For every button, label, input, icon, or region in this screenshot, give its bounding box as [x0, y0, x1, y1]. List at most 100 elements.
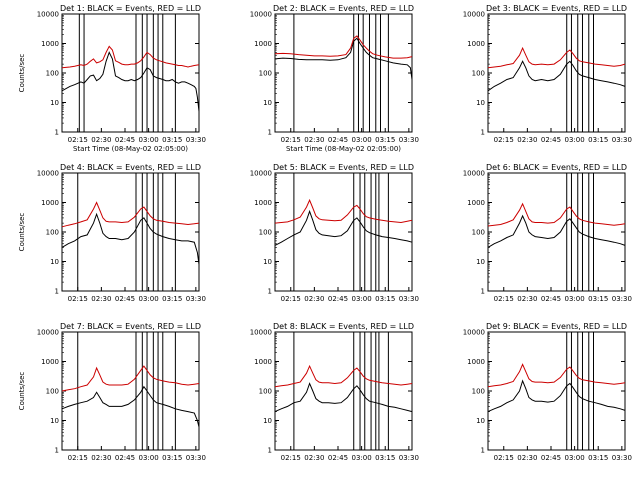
x-tick-label: 03:15 — [588, 136, 608, 144]
y-tick-label: 1000 — [467, 199, 485, 207]
detector-panel-1: Det 1: BLACK = Events, RED = LLD 1 10 100 10… — [18, 4, 206, 153]
x-tick-label: 02:30 — [304, 136, 324, 144]
y-tick-label: 10000 — [463, 170, 485, 178]
x-tick-label: 03:30 — [612, 295, 632, 303]
plot-frame — [274, 331, 413, 451]
x-tick-label: 03:15 — [588, 295, 608, 303]
y-tick-label: 1 — [268, 288, 272, 296]
x-tick-label: 02:45 — [115, 454, 135, 462]
x-tick-label: 02:45 — [541, 454, 561, 462]
x-tick-label: 02:45 — [541, 136, 561, 144]
y-axis-label: Counts/sec — [18, 372, 26, 411]
y-tick-label: 100 — [46, 70, 59, 78]
x-tick-label: 03:30 — [399, 454, 419, 462]
y-tick-label: 10 — [263, 258, 272, 266]
x-tick-label: 03:00 — [565, 295, 585, 303]
detector-panel-2: Det 2: BLACK = Events, RED = LLD 1 10 100 10… — [250, 4, 419, 153]
x-tick-label: 03:00 — [139, 136, 159, 144]
y-tick-label: 10 — [50, 258, 59, 266]
x-axis-label: Start Time (08-May-02 02:05:00) — [73, 145, 188, 153]
panel-title: Det 1: BLACK = Events, RED = LLD — [60, 4, 201, 13]
y-tick-label: 1 — [481, 129, 485, 137]
y-tick-label: 10 — [476, 99, 485, 107]
series-lld-line — [274, 198, 413, 224]
y-tick-label: 10000 — [463, 329, 485, 337]
detector-panel-7: Det 7: BLACK = Events, RED = LLD 1 10 100 10… — [18, 322, 206, 462]
y-tick-label: 1000 — [254, 40, 272, 48]
x-tick-label: 03:30 — [399, 295, 419, 303]
panel-title: Det 4: BLACK = Events, RED = LLD — [60, 163, 201, 172]
y-tick-label: 1000 — [41, 358, 59, 366]
y-tick-label: 1000 — [467, 358, 485, 366]
y-tick-label: 1 — [55, 447, 59, 455]
x-tick-label: 02:15 — [494, 295, 514, 303]
x-tick-label: 02:45 — [328, 136, 348, 144]
plot-frame — [274, 172, 413, 292]
series-events-line — [61, 385, 200, 428]
x-tick-label: 02:45 — [115, 136, 135, 144]
detector-panel-6: Det 6: BLACK = Events, RED = LLD 1 10 100 10… — [463, 163, 632, 303]
detector-panel-8: Det 8: BLACK = Events, RED = LLD 1 10 100 10… — [250, 322, 419, 462]
y-tick-label: 1000 — [41, 199, 59, 207]
x-tick-label: 03:15 — [162, 454, 182, 462]
y-tick-label: 10000 — [250, 11, 272, 19]
series-events-line — [487, 60, 626, 92]
series-events-line — [274, 209, 413, 246]
x-tick-label: 03:00 — [139, 295, 159, 303]
panel-title: Det 7: BLACK = Events, RED = LLD — [60, 322, 201, 331]
series-events-line — [61, 51, 200, 112]
panel-title: Det 6: BLACK = Events, RED = LLD — [486, 163, 627, 172]
x-tick-label: 02:30 — [91, 454, 111, 462]
x-tick-label: 02:30 — [517, 454, 537, 462]
x-tick-label: 03:00 — [352, 295, 372, 303]
detector-panel-3: Det 3: BLACK = Events, RED = LLD 1 10 100 10… — [463, 4, 632, 144]
x-tick-label: 02:15 — [68, 136, 88, 144]
x-tick-label: 03:15 — [162, 136, 182, 144]
panel-title: Det 5: BLACK = Events, RED = LLD — [273, 163, 414, 172]
series-lld-line — [274, 35, 413, 59]
x-tick-label: 03:15 — [375, 136, 395, 144]
y-tick-label: 10000 — [250, 170, 272, 178]
y-tick-label: 10000 — [37, 170, 59, 178]
x-tick-label: 02:30 — [517, 136, 537, 144]
y-tick-label: 100 — [472, 70, 485, 78]
x-tick-label: 03:15 — [162, 295, 182, 303]
series-events-line — [61, 212, 200, 265]
panel-title: Det 9: BLACK = Events, RED = LLD — [486, 322, 627, 331]
y-tick-label: 10000 — [37, 329, 59, 337]
x-tick-label: 03:00 — [565, 454, 585, 462]
panel-title: Det 8: BLACK = Events, RED = LLD — [273, 322, 414, 331]
panel-title: Det 3: BLACK = Events, RED = LLD — [486, 4, 627, 13]
y-tick-label: 10 — [263, 417, 272, 425]
y-tick-label: 1 — [481, 447, 485, 455]
y-tick-label: 1 — [481, 288, 485, 296]
x-tick-label: 02:15 — [68, 295, 88, 303]
y-tick-label: 10000 — [37, 11, 59, 19]
x-tick-label: 03:00 — [139, 454, 159, 462]
x-tick-label: 03:15 — [588, 454, 608, 462]
panel-title: Det 2: BLACK = Events, RED = LLD — [273, 4, 414, 13]
y-tick-label: 10 — [50, 99, 59, 107]
plot-frame — [487, 172, 626, 292]
series-events-line — [274, 37, 413, 80]
plot-frame — [61, 13, 200, 133]
y-tick-label: 1 — [268, 129, 272, 137]
y-tick-label: 1 — [55, 129, 59, 137]
x-tick-label: 02:45 — [115, 295, 135, 303]
x-tick-label: 02:15 — [494, 454, 514, 462]
series-lld-line — [487, 363, 626, 388]
y-tick-label: 1000 — [254, 358, 272, 366]
x-axis-label: Start Time (08-May-02 02:05:00) — [286, 145, 401, 153]
x-tick-label: 03:30 — [186, 136, 206, 144]
plot-frame — [487, 13, 626, 133]
y-tick-label: 1 — [55, 288, 59, 296]
series-events-line — [274, 382, 413, 413]
y-axis-label: Counts/sec — [18, 54, 26, 93]
x-tick-label: 02:30 — [91, 295, 111, 303]
x-tick-label: 02:30 — [304, 295, 324, 303]
x-tick-label: 02:15 — [281, 136, 301, 144]
y-tick-label: 100 — [259, 388, 272, 396]
x-tick-label: 02:15 — [281, 454, 301, 462]
plot-frame — [274, 13, 413, 133]
